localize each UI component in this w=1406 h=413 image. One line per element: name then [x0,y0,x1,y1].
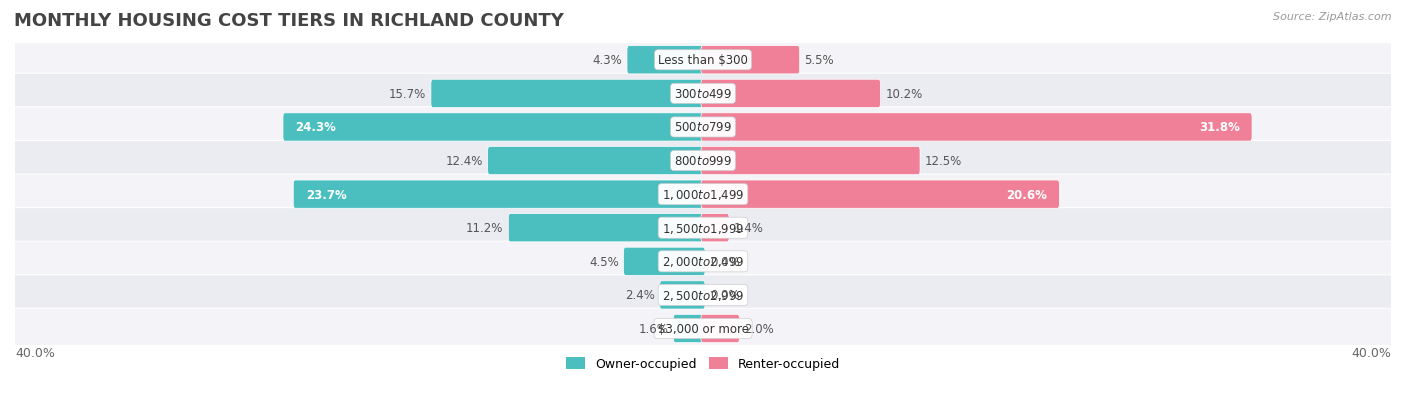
Text: 15.7%: 15.7% [389,88,426,101]
Text: Less than $300: Less than $300 [658,54,748,67]
FancyBboxPatch shape [627,47,704,75]
Text: 4.3%: 4.3% [592,54,623,67]
Text: 31.8%: 31.8% [1199,121,1240,134]
Text: 4.5%: 4.5% [589,255,619,268]
Text: 2.0%: 2.0% [744,322,775,335]
Text: 0.0%: 0.0% [710,289,740,301]
Text: $2,000 to $2,499: $2,000 to $2,499 [662,255,744,269]
Text: 12.4%: 12.4% [446,155,482,168]
Text: 23.7%: 23.7% [305,188,346,201]
FancyBboxPatch shape [13,141,1393,181]
FancyBboxPatch shape [702,114,1251,142]
FancyBboxPatch shape [673,315,704,343]
Text: 20.6%: 20.6% [1007,188,1047,201]
Text: $3,000 or more: $3,000 or more [658,322,748,335]
Text: $2,500 to $2,999: $2,500 to $2,999 [662,288,744,302]
Text: 10.2%: 10.2% [886,88,922,101]
FancyBboxPatch shape [659,281,704,309]
FancyBboxPatch shape [702,214,730,242]
Legend: Owner-occupied, Renter-occupied: Owner-occupied, Renter-occupied [561,352,845,375]
Text: 40.0%: 40.0% [15,346,55,359]
Text: 40.0%: 40.0% [1351,346,1391,359]
Text: 1.4%: 1.4% [734,222,763,235]
FancyBboxPatch shape [13,107,1393,148]
Text: 1.6%: 1.6% [638,322,669,335]
FancyBboxPatch shape [702,147,920,175]
Text: 5.5%: 5.5% [804,54,834,67]
Text: 11.2%: 11.2% [467,222,503,235]
FancyBboxPatch shape [13,309,1393,349]
FancyBboxPatch shape [623,248,704,276]
FancyBboxPatch shape [13,175,1393,215]
FancyBboxPatch shape [430,80,704,108]
FancyBboxPatch shape [702,47,800,75]
FancyBboxPatch shape [283,114,704,142]
FancyBboxPatch shape [702,80,880,108]
FancyBboxPatch shape [13,74,1393,114]
Text: MONTHLY HOUSING COST TIERS IN RICHLAND COUNTY: MONTHLY HOUSING COST TIERS IN RICHLAND C… [14,12,564,30]
Text: Source: ZipAtlas.com: Source: ZipAtlas.com [1274,12,1392,22]
Text: $800 to $999: $800 to $999 [673,155,733,168]
Text: $1,500 to $1,999: $1,500 to $1,999 [662,221,744,235]
FancyBboxPatch shape [488,147,704,175]
Text: 24.3%: 24.3% [295,121,336,134]
FancyBboxPatch shape [702,180,1059,209]
FancyBboxPatch shape [13,40,1393,81]
Text: 2.4%: 2.4% [624,289,655,301]
Text: $1,000 to $1,499: $1,000 to $1,499 [662,188,744,202]
FancyBboxPatch shape [13,208,1393,248]
FancyBboxPatch shape [294,180,704,209]
FancyBboxPatch shape [509,214,704,242]
Text: 0.0%: 0.0% [710,255,740,268]
Text: $300 to $499: $300 to $499 [673,88,733,101]
Text: 12.5%: 12.5% [925,155,962,168]
FancyBboxPatch shape [13,275,1393,315]
Text: $500 to $799: $500 to $799 [673,121,733,134]
FancyBboxPatch shape [702,315,740,343]
FancyBboxPatch shape [13,242,1393,282]
